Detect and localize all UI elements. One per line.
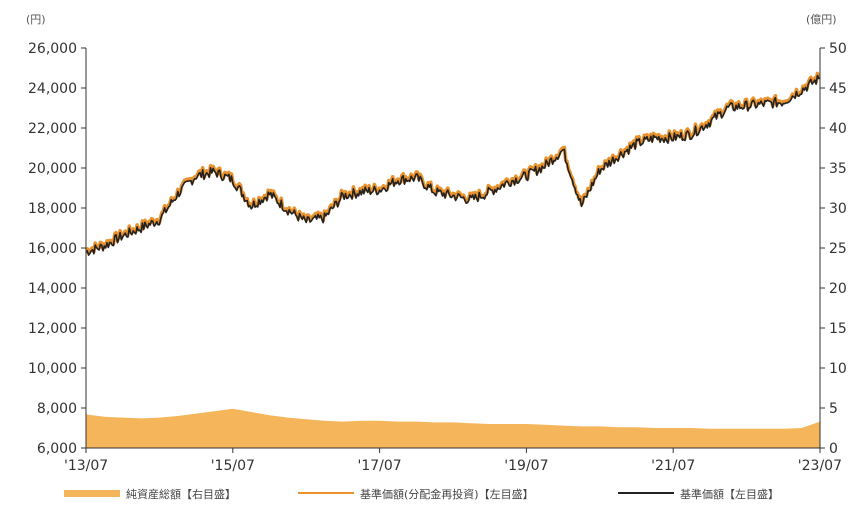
x-tick-label: '15/07 bbox=[211, 458, 255, 474]
left-tick-label: 24,000 bbox=[28, 81, 77, 97]
nav-reinvested-line bbox=[84, 71, 821, 255]
right-tick-label: 25 bbox=[829, 241, 847, 257]
legend-item-reinvested-nav: 基準価額(分配金再投資)【左目盛】 bbox=[298, 487, 534, 501]
legend-item-nav: 基準価額【左目盛】 bbox=[618, 487, 779, 501]
x-tick-label: '21/07 bbox=[651, 458, 695, 474]
left-tick-label: 10,000 bbox=[28, 361, 77, 377]
right-tick-label: 5 bbox=[829, 401, 838, 417]
right-tick-label: 0 bbox=[829, 441, 838, 457]
left-tick-label: 8,000 bbox=[37, 401, 77, 417]
left-unit-label: (円) bbox=[26, 13, 46, 26]
legend-label-nav: 基準価額【左目盛】 bbox=[680, 487, 779, 501]
x-tick-label: '17/07 bbox=[357, 458, 401, 474]
left-tick-label: 14,000 bbox=[28, 281, 77, 297]
left-tick-label: 18,000 bbox=[28, 201, 77, 217]
left-tick-label: 22,000 bbox=[28, 121, 77, 137]
right-tick-label: 40 bbox=[829, 121, 847, 137]
legend: 純資産総額【右目盛】 基準価額(分配金再投資)【左目盛】 基準価額【左目盛】 bbox=[64, 487, 779, 501]
right-tick-label: 50 bbox=[829, 41, 847, 57]
right-tick-label: 45 bbox=[829, 81, 847, 97]
left-tick-label: 26,000 bbox=[28, 41, 77, 57]
left-tick-label: 12,000 bbox=[28, 321, 77, 337]
ticks-layer: 26,000 24,000 22,000 20,000 18,000 16,000 14,0… bbox=[28, 41, 847, 474]
x-tick-label: '13/07 bbox=[64, 458, 108, 474]
right-tick-label: 10 bbox=[829, 361, 847, 377]
nav-line bbox=[85, 74, 821, 256]
right-tick-label: 15 bbox=[829, 321, 847, 337]
left-tick-label: 16,000 bbox=[28, 241, 77, 257]
x-tick-label: '19/07 bbox=[504, 458, 548, 474]
legend-item-net-assets: 純資産総額【右目盛】 bbox=[64, 487, 236, 501]
right-unit-label: (億円) bbox=[806, 13, 837, 26]
left-tick-label: 20,000 bbox=[28, 161, 77, 177]
legend-label-net-assets: 純資産総額【右目盛】 bbox=[126, 487, 236, 501]
right-tick-label: 20 bbox=[829, 281, 847, 297]
left-tick-label: 6,000 bbox=[37, 441, 77, 457]
legend-swatch-net-assets bbox=[64, 490, 120, 497]
area-layer bbox=[86, 408, 820, 448]
right-tick-label: 35 bbox=[829, 161, 847, 177]
legend-label-reinvested-nav: 基準価額(分配金再投資)【左目盛】 bbox=[360, 487, 534, 501]
right-tick-label: 30 bbox=[829, 201, 847, 217]
net-assets-area bbox=[86, 408, 820, 448]
x-tick-label: '23/07 bbox=[798, 458, 842, 474]
line-layer bbox=[84, 71, 821, 256]
